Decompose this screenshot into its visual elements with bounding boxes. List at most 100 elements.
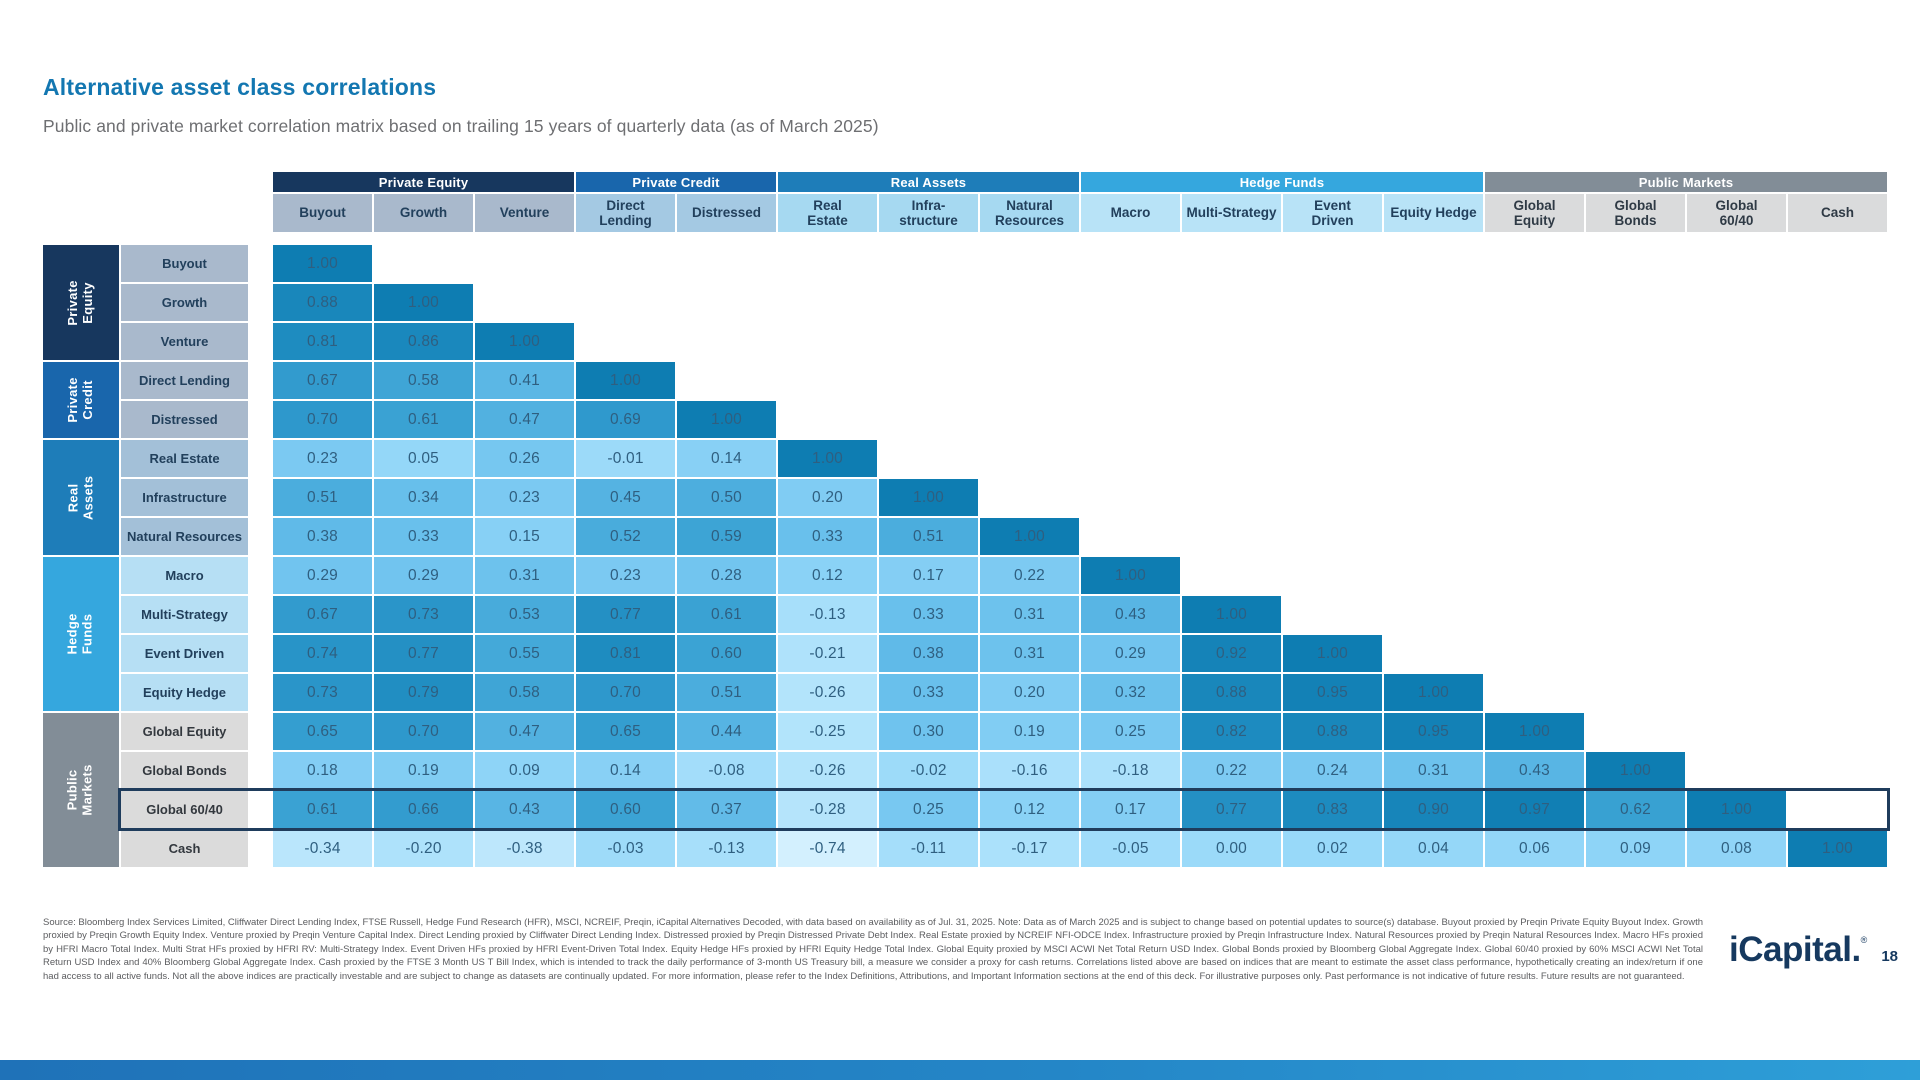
matrix-cell: 1.00: [677, 401, 776, 438]
matrix-cell: 0.70: [374, 713, 473, 750]
matrix-cell: 0.09: [475, 752, 574, 789]
row-label-venture: Venture: [121, 323, 248, 360]
matrix-cell: 0.14: [576, 752, 675, 789]
column-header-line: structure: [899, 213, 958, 228]
matrix-cell: -0.13: [677, 830, 776, 867]
row-group-private-equity: Private Equity: [43, 245, 119, 360]
matrix-cell: 1.00: [879, 479, 978, 516]
matrix-cell: 0.47: [475, 713, 574, 750]
column-header-line: Multi-Strategy: [1186, 205, 1277, 221]
matrix-cell: 0.43: [1081, 596, 1180, 633]
matrix-cell: 0.25: [879, 791, 978, 828]
matrix-cell: 0.19: [980, 713, 1079, 750]
matrix-cell: 1.00: [273, 245, 372, 282]
row-label-global-60-40: Global 60/40: [121, 791, 248, 828]
column-group-header: Public Markets: [1485, 172, 1887, 192]
row-label-global-bonds: Global Bonds: [121, 752, 248, 789]
matrix-cell: -0.03: [576, 830, 675, 867]
matrix-cell: 1.00: [475, 323, 574, 360]
column-header-line: Natural: [1006, 197, 1053, 213]
column-header-line: Venture: [499, 205, 550, 221]
matrix-cell: 0.70: [576, 674, 675, 711]
matrix-cell: 1.00: [576, 362, 675, 399]
column-header-line: Bonds: [1614, 213, 1657, 228]
matrix-cell: 0.77: [1182, 791, 1281, 828]
matrix-cell: -0.34: [273, 830, 372, 867]
column-header-line: Equity Hedge: [1390, 205, 1477, 221]
column-header-global-bonds: Global Bonds: [1586, 194, 1685, 232]
matrix-cell: 0.45: [576, 479, 675, 516]
page-number: 18: [1881, 948, 1898, 965]
column-header-line: Global: [1614, 197, 1657, 213]
column-header-line: Global: [1513, 197, 1556, 213]
matrix-cell: 0.38: [879, 635, 978, 672]
bottom-accent-bar: [0, 1060, 1920, 1080]
column-header-natural-resources: Natural Resources: [980, 194, 1079, 232]
matrix-cell: -0.18: [1081, 752, 1180, 789]
matrix-cell: -0.05: [1081, 830, 1180, 867]
matrix-cell: -0.16: [980, 752, 1079, 789]
column-header-venture: Venture: [475, 194, 574, 232]
column-header-line: Equity: [1513, 213, 1556, 228]
column-header-distressed: Distressed: [677, 194, 776, 232]
matrix-cell: 0.17: [879, 557, 978, 594]
matrix-cell: 0.43: [1485, 752, 1584, 789]
matrix-cell: 0.58: [374, 362, 473, 399]
column-header-line: Cash: [1820, 205, 1854, 221]
matrix-cell: 0.88: [1182, 674, 1281, 711]
matrix-cell: 0.65: [273, 713, 372, 750]
matrix-cell: -0.26: [778, 752, 877, 789]
row-label-buyout: Buyout: [121, 245, 248, 282]
column-header-event-driven: Event Driven: [1283, 194, 1382, 232]
column-header-line: Buyout: [299, 205, 346, 221]
matrix-cell: 0.20: [980, 674, 1079, 711]
matrix-cell: 0.15: [475, 518, 574, 555]
matrix-cell: 0.97: [1485, 791, 1584, 828]
matrix-cell: -0.11: [879, 830, 978, 867]
matrix-cell: 0.29: [273, 557, 372, 594]
matrix-cell: 0.33: [879, 596, 978, 633]
matrix-cell: 0.28: [677, 557, 776, 594]
matrix-cell: 0.67: [273, 362, 372, 399]
matrix-cell: -0.26: [778, 674, 877, 711]
matrix-cell: 0.31: [980, 596, 1079, 633]
matrix-cell: 1.00: [980, 518, 1079, 555]
matrix-cell: 0.82: [1182, 713, 1281, 750]
column-group-header: Hedge Funds: [1081, 172, 1483, 192]
matrix-cell: 0.53: [475, 596, 574, 633]
correlation-matrix: Private Equity Private Credit Real Assets H…: [43, 172, 1893, 872]
column-header-line: Lending: [599, 213, 652, 228]
matrix-cell: 1.00: [374, 284, 473, 321]
matrix-cell: 0.77: [576, 596, 675, 633]
matrix-cell: 0.19: [374, 752, 473, 789]
matrix-cell: 1.00: [1485, 713, 1584, 750]
row-label-growth: Growth: [121, 284, 248, 321]
row-group-public-markets: Public Markets: [43, 713, 119, 867]
column-header-equity-hedge: Equity Hedge: [1384, 194, 1483, 232]
column-header-line: Estate: [807, 213, 848, 228]
matrix-cell: -0.28: [778, 791, 877, 828]
matrix-cell: 0.31: [475, 557, 574, 594]
column-group-header: Private Credit: [576, 172, 776, 192]
matrix-cell: -0.25: [778, 713, 877, 750]
matrix-cell: 0.86: [374, 323, 473, 360]
matrix-cell: 0.02: [1283, 830, 1382, 867]
row-group-label: Public Markets: [65, 764, 95, 816]
brand-block: iCapital.® 18: [1729, 930, 1898, 970]
matrix-cell: 0.26: [475, 440, 574, 477]
matrix-cell: 0.33: [778, 518, 877, 555]
row-label-direct-lending: Direct Lending: [121, 362, 248, 399]
page-subtitle: Public and private market correlation ma…: [43, 116, 879, 136]
row-group-label: Private Credit: [65, 377, 95, 423]
matrix-cell: 0.09: [1586, 830, 1685, 867]
column-header-infrastructure: Infra-structure: [879, 194, 978, 232]
row-label-natural-resources: Natural Resources: [121, 518, 248, 555]
column-header-direct-lending: Direct Lending: [576, 194, 675, 232]
matrix-cell: 0.70: [273, 401, 372, 438]
column-header-line: Global: [1715, 197, 1758, 213]
column-header-line: Infra-: [911, 197, 946, 213]
matrix-cell: 0.43: [475, 791, 574, 828]
matrix-cell: 0.12: [778, 557, 877, 594]
matrix-cell: 0.23: [576, 557, 675, 594]
